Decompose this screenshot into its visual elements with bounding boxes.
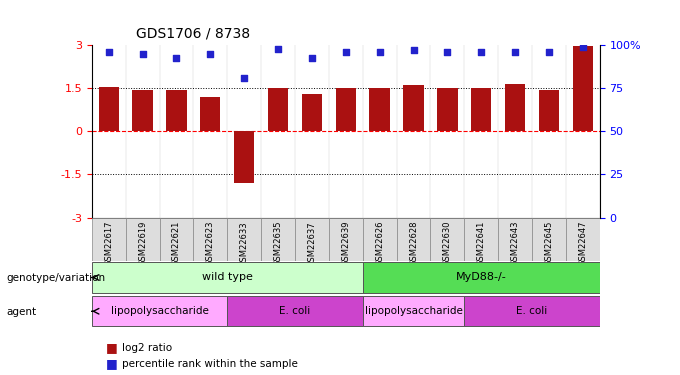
Bar [369,88,390,131]
Bar [99,87,119,131]
Point [205,51,216,57]
Point [509,49,520,55]
Text: GSM22641: GSM22641 [477,221,486,266]
Point [374,49,385,55]
Bar [133,90,153,131]
Bar [329,217,362,261]
Text: GSM22628: GSM22628 [409,221,418,267]
Bar [532,217,566,261]
Bar [464,217,498,261]
Bar [566,217,600,261]
Bar [92,262,362,292]
Text: GSM22643: GSM22643 [511,221,520,267]
Bar [193,217,227,261]
Text: GSM22623: GSM22623 [206,221,215,267]
Text: GSM22639: GSM22639 [341,221,350,267]
Text: GSM22645: GSM22645 [545,221,554,266]
Text: wild type: wild type [202,273,253,282]
Text: GSM22617: GSM22617 [104,221,114,267]
Text: GSM22633: GSM22633 [239,221,249,267]
Bar [92,217,126,261]
Bar [403,85,424,131]
Text: GSM22635: GSM22635 [273,221,283,267]
Point [103,49,114,55]
Text: GSM22630: GSM22630 [443,221,452,267]
Bar [396,217,430,261]
Bar [362,217,396,261]
Text: ■: ■ [105,357,117,370]
Bar [471,88,492,131]
Text: GSM22626: GSM22626 [375,221,384,267]
Bar [362,296,464,326]
Bar [430,217,464,261]
Point [171,55,182,61]
Bar [268,88,288,131]
Text: genotype/variation: genotype/variation [7,273,106,283]
Bar [362,262,600,292]
Bar [336,88,356,131]
Bar [227,217,261,261]
Bar [167,90,186,131]
Bar [160,217,193,261]
Text: log2 ratio: log2 ratio [122,343,173,353]
Bar [573,46,593,131]
Bar [437,88,458,131]
Bar [505,84,525,131]
Bar [539,90,559,131]
Text: E. coli: E. coli [516,306,547,316]
Text: GSM22619: GSM22619 [138,221,147,266]
Bar [126,217,160,261]
Text: GSM22637: GSM22637 [307,221,316,267]
Bar [234,131,254,183]
Point [273,46,284,53]
Point [442,49,453,55]
Bar [498,217,532,261]
Point [476,49,487,55]
Text: lipopolysaccharide: lipopolysaccharide [111,306,209,316]
Bar [302,94,322,131]
Bar [295,217,329,261]
Point [239,75,250,81]
Bar [261,217,295,261]
Bar [227,296,362,326]
Point [408,47,419,53]
Text: GSM22621: GSM22621 [172,221,181,266]
Bar [92,296,227,326]
Text: E. coli: E. coli [279,306,311,316]
Bar [464,296,600,326]
Text: MyD88-/-: MyD88-/- [456,273,507,282]
Point [543,49,554,55]
Text: lipopolysaccharide: lipopolysaccharide [364,306,462,316]
Bar [200,97,220,131]
Text: GDS1706 / 8738: GDS1706 / 8738 [136,26,250,40]
Point [137,51,148,57]
Text: agent: agent [7,307,37,317]
Text: GSM22647: GSM22647 [578,221,588,267]
Point [307,55,318,61]
Text: percentile rank within the sample: percentile rank within the sample [122,359,299,369]
Point [340,49,351,55]
Text: ■: ■ [105,342,117,354]
Point [577,44,588,50]
